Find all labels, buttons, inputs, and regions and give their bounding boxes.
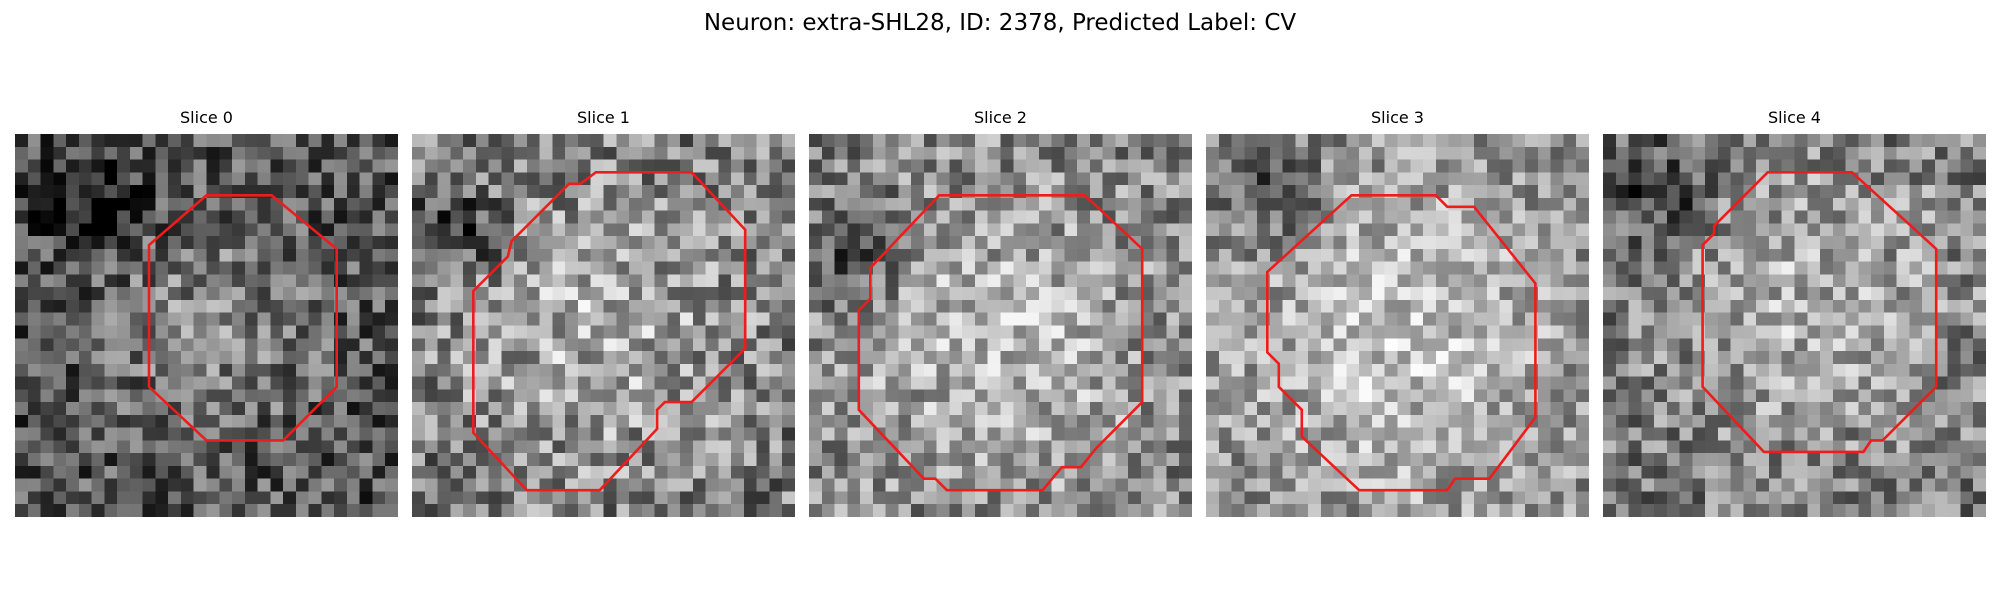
contour-overlay [1265, 193, 1537, 492]
grayscale-image [809, 134, 1192, 517]
contour-overlay [147, 193, 339, 442]
slice-title: Slice 1 [577, 108, 630, 127]
slice-panel-0: Slice 0 [15, 108, 398, 517]
slice-image [1603, 134, 1986, 517]
grayscale-image [1206, 134, 1589, 517]
slice-title: Slice 3 [1371, 108, 1424, 127]
slice-panel-3: Slice 3 [1206, 108, 1589, 517]
contour-overlay [471, 170, 747, 492]
slice-image [15, 134, 398, 517]
contour-overlay [1701, 170, 1938, 454]
grayscale-image [412, 134, 795, 517]
grayscale-image [15, 134, 398, 517]
slice-image [412, 134, 795, 517]
roi-contour [471, 170, 747, 492]
slice-title: Slice 2 [974, 108, 1027, 127]
slice-title: Slice 0 [180, 108, 233, 127]
figure-title: Neuron: extra-SHL28, ID: 2378, Predicted… [703, 10, 1297, 36]
roi-contour [147, 193, 339, 442]
slice-panel-1: Slice 1 [412, 108, 795, 517]
slice-panel-2: Slice 2 [809, 108, 1192, 517]
contour-overlay [857, 193, 1144, 492]
roi-contour [1265, 193, 1537, 492]
roi-contour [857, 193, 1144, 492]
slice-title: Slice 4 [1768, 108, 1821, 127]
slice-image [1206, 134, 1589, 517]
slice-image [809, 134, 1192, 517]
roi-contour [1701, 170, 1938, 454]
slice-panel-4: Slice 4 [1603, 108, 1986, 517]
